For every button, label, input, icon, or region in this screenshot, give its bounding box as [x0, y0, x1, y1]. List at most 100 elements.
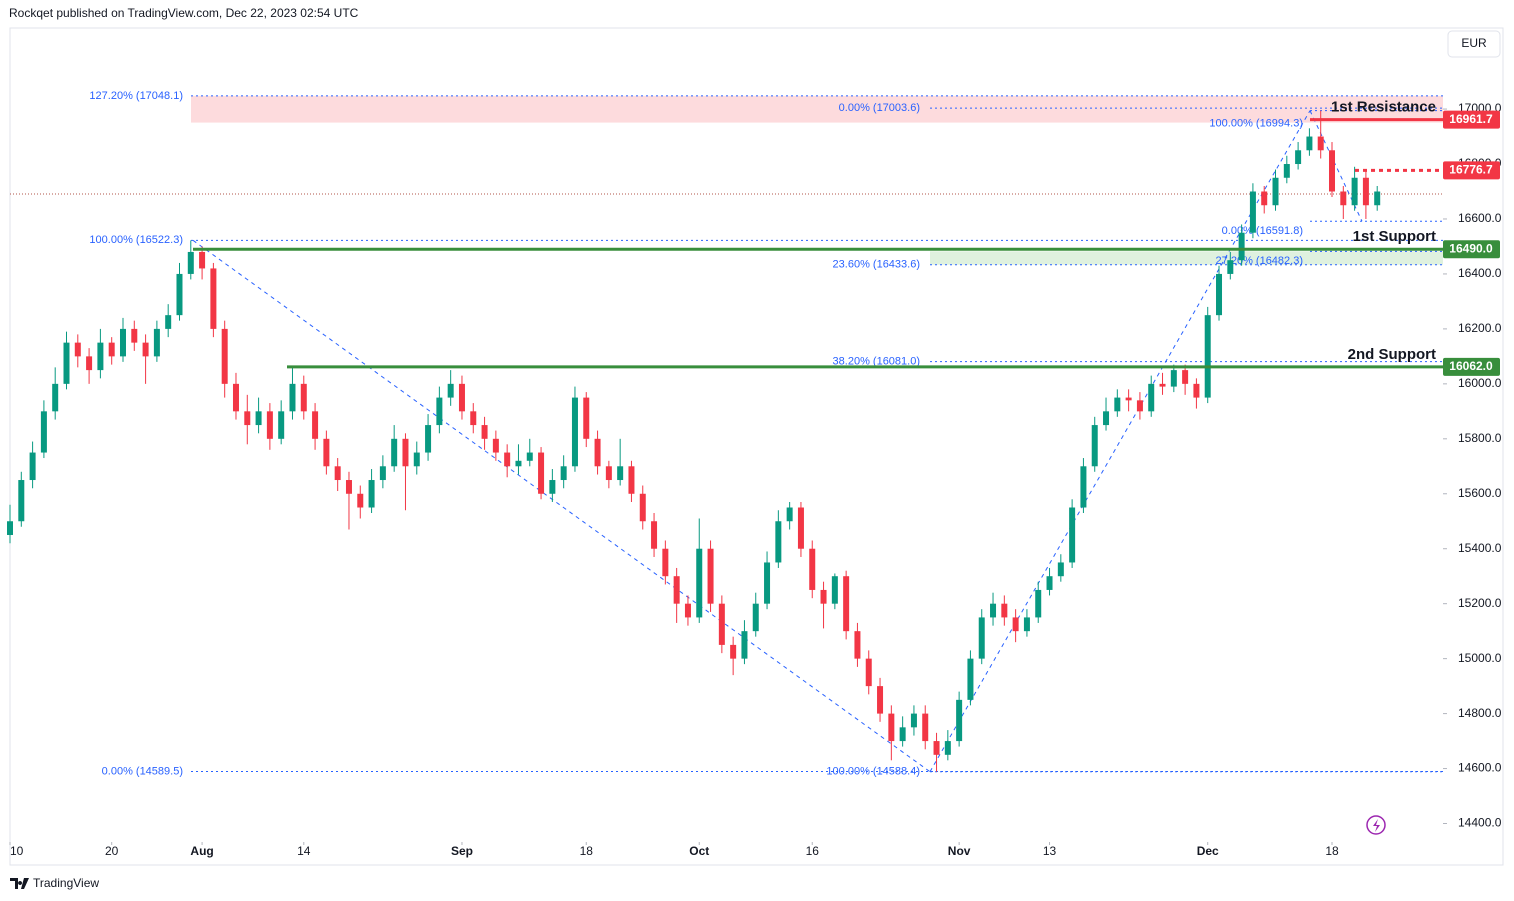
- fib-label: 0.00% (16591.8): [1222, 225, 1303, 237]
- y-tick-label: 16200.0: [1458, 321, 1502, 335]
- candle-body: [752, 603, 759, 632]
- x-tick-label: 13: [1043, 844, 1057, 858]
- candle-body: [1148, 383, 1155, 412]
- candle-body: [379, 466, 386, 481]
- bolt-icon[interactable]: [1366, 815, 1386, 835]
- candle-body: [131, 328, 138, 343]
- x-tick-label: 10: [10, 844, 24, 858]
- y-tick-label: 16400.0: [1458, 266, 1502, 280]
- currency-box[interactable]: [1447, 30, 1501, 58]
- candle-body: [1103, 411, 1110, 426]
- resistance-zone: [191, 95, 1443, 123]
- candle-body: [1351, 177, 1358, 206]
- x-tick-label: Nov: [948, 844, 971, 858]
- footer: TradingView: [33, 876, 99, 890]
- candle-body: [899, 727, 906, 742]
- fib-trend-line: [192, 239, 931, 773]
- candle-body: [888, 713, 895, 742]
- candle-body: [1035, 589, 1042, 618]
- candle-body: [1182, 370, 1189, 384]
- candle-body: [1216, 273, 1223, 316]
- candle-body: [617, 466, 624, 481]
- candle-body: [221, 328, 228, 384]
- candle-body: [1091, 425, 1098, 467]
- candle-body: [1306, 136, 1313, 151]
- currency[interactable]: EUR: [1461, 36, 1487, 50]
- candle-body: [1340, 191, 1347, 206]
- fib-label: 0.00% (17003.6): [839, 102, 920, 114]
- candle-body: [187, 251, 194, 274]
- candle-body: [153, 328, 160, 357]
- fib-label: 38.20% (16081.0): [833, 355, 920, 367]
- candle-body: [684, 603, 691, 618]
- candle-body: [63, 342, 70, 384]
- frame: [9, 27, 1504, 866]
- y-tick-label: 15000.0: [1458, 651, 1502, 665]
- x-tick-label: 20: [105, 844, 119, 858]
- candle-body: [707, 548, 714, 604]
- x-tick-label: 16: [806, 844, 820, 858]
- x-tick-label: Oct: [689, 844, 709, 858]
- candle-body: [52, 383, 59, 412]
- price-badge: [1443, 161, 1500, 180]
- candle-body: [797, 507, 804, 549]
- y-tick-label: 16600.0: [1458, 211, 1502, 225]
- candle-body: [1057, 562, 1064, 577]
- candle-body: [696, 548, 703, 618]
- candle-body: [967, 658, 974, 700]
- candle-body: [1227, 260, 1234, 274]
- candle-body: [718, 603, 725, 645]
- y-tick-label: 14600.0: [1458, 761, 1502, 775]
- candle-body: [1249, 191, 1256, 233]
- candle-body: [922, 713, 929, 742]
- candle-body: [210, 268, 217, 329]
- candle-body: [368, 480, 375, 508]
- candle-body: [199, 251, 206, 269]
- candle-body: [176, 273, 183, 316]
- candle-body: [312, 411, 319, 439]
- candle-body: [300, 383, 307, 412]
- fib-label: 127.20% (17048.1): [89, 90, 183, 102]
- candle-body: [289, 383, 296, 412]
- candle-body: [775, 521, 782, 563]
- candle-body: [266, 411, 273, 439]
- candle-body: [1193, 383, 1200, 398]
- candle-body: [1012, 617, 1019, 632]
- level-name: 2nd Support: [1348, 346, 1436, 363]
- candle-body: [673, 576, 680, 604]
- candle-body: [504, 452, 511, 467]
- candle-body: [7, 521, 13, 535]
- candle-body: [1069, 507, 1076, 563]
- logo: [10, 878, 29, 889]
- y-tick-label: 15800.0: [1458, 431, 1502, 445]
- y-tick-label: 16000.0: [1458, 376, 1502, 390]
- candle-body: [854, 631, 861, 659]
- candle-body: [323, 438, 330, 467]
- candle-body: [809, 548, 816, 590]
- price-badge-label: 16776.7: [1449, 163, 1493, 177]
- candle-body: [142, 342, 149, 357]
- candle-body: [639, 493, 646, 522]
- candle-body: [956, 699, 963, 742]
- candle-body: [515, 460, 522, 467]
- candle-body: [119, 328, 126, 357]
- y-tick-label: 15200.0: [1458, 596, 1502, 610]
- fib-label: 100.00% (16522.3): [89, 234, 183, 246]
- price-badge: [1443, 357, 1500, 376]
- x-tick-label: 14: [297, 844, 311, 858]
- candle-body: [1362, 177, 1369, 206]
- y-tick-label: 14800.0: [1458, 706, 1502, 720]
- price-badge-label: 16961.7: [1449, 112, 1493, 126]
- candle-body: [18, 480, 25, 522]
- candle-body: [1136, 400, 1143, 412]
- candle-body: [730, 644, 737, 659]
- candle-body: [944, 741, 951, 755]
- y-tick-label: 15400.0: [1458, 541, 1502, 555]
- level-name: 1st Support: [1353, 228, 1436, 245]
- candle-body: [345, 480, 352, 494]
- candle-body: [1046, 576, 1053, 590]
- fib-label: 0.00% (14589.5): [102, 765, 183, 777]
- candle-body: [831, 576, 838, 604]
- candle-body: [402, 438, 409, 467]
